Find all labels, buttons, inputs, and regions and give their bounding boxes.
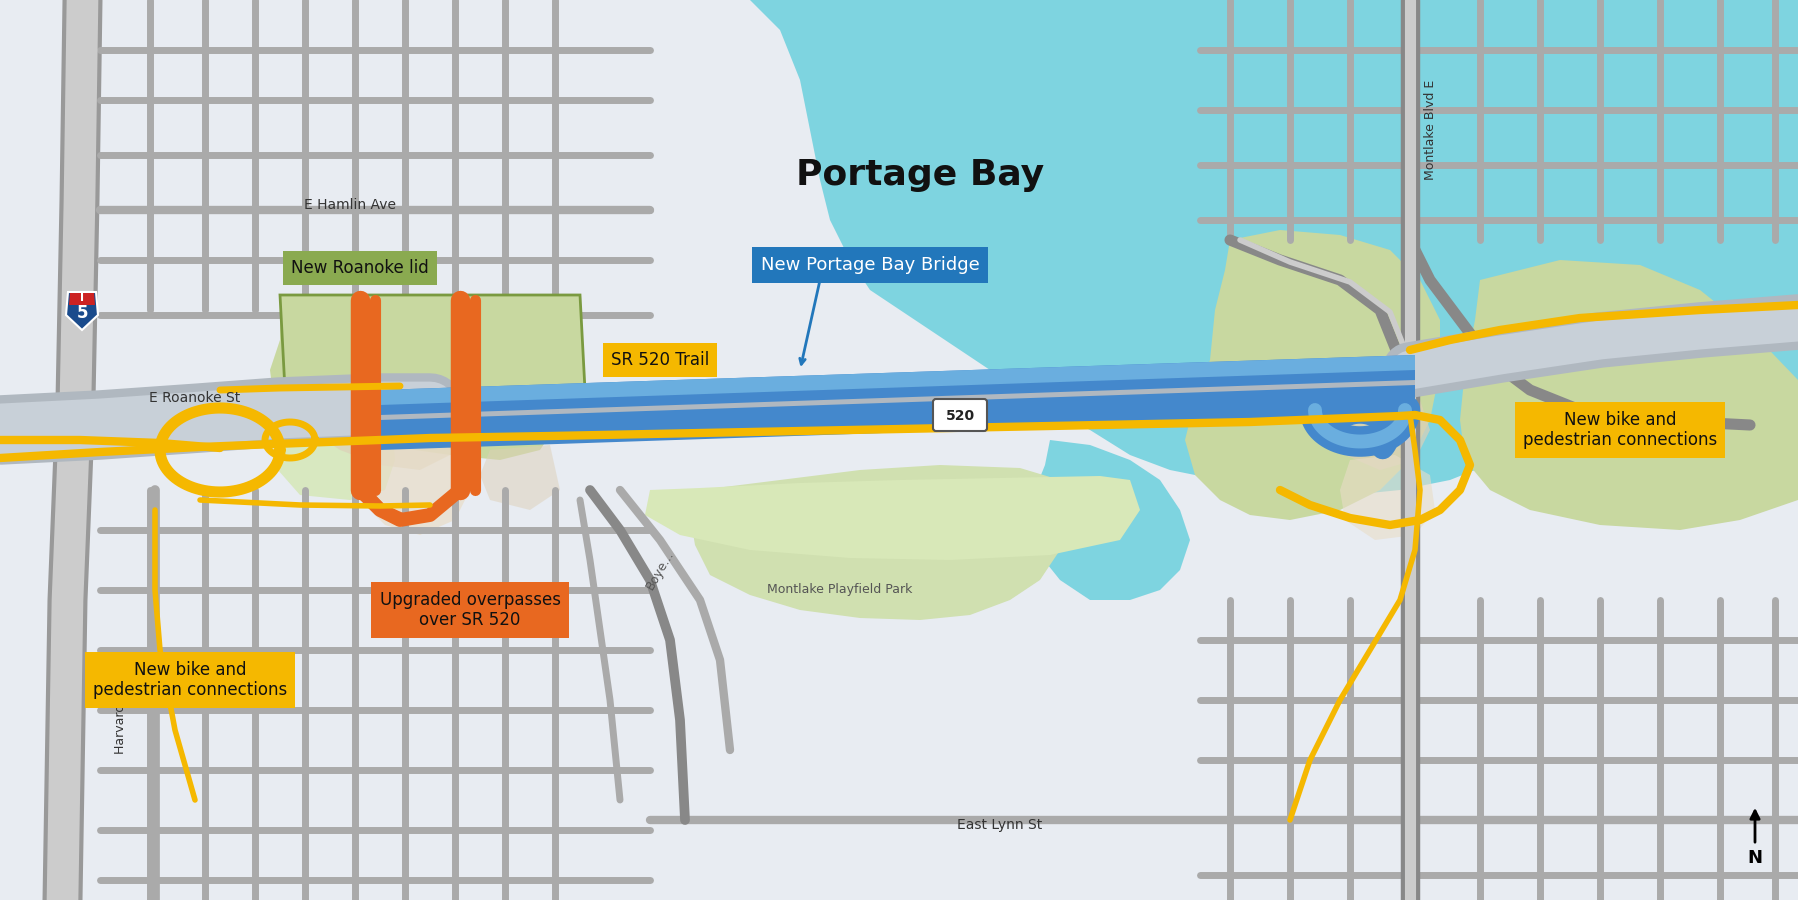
- Polygon shape: [358, 435, 469, 535]
- Text: SR 520 Trail: SR 520 Trail: [611, 351, 708, 369]
- Text: Boye...: Boye...: [644, 548, 676, 592]
- Text: East Lynn St: East Lynn St: [957, 818, 1043, 832]
- Text: New bike and
pedestrian connections: New bike and pedestrian connections: [1523, 410, 1717, 449]
- Text: I: I: [79, 293, 85, 303]
- Text: 520: 520: [946, 409, 975, 423]
- Text: 5: 5: [76, 304, 88, 322]
- Polygon shape: [1460, 260, 1798, 530]
- Text: Montlake Playfield Park: Montlake Playfield Park: [768, 583, 913, 597]
- Text: New Portage Bay Bridge: New Portage Bay Bridge: [761, 256, 980, 274]
- Polygon shape: [67, 292, 99, 330]
- Polygon shape: [1185, 230, 1440, 520]
- Polygon shape: [645, 476, 1140, 560]
- Polygon shape: [480, 445, 559, 510]
- Polygon shape: [306, 375, 460, 470]
- Text: New Roanoke lid: New Roanoke lid: [291, 259, 430, 277]
- Polygon shape: [279, 390, 396, 500]
- Text: Portage Bay: Portage Bay: [797, 158, 1045, 192]
- Text: Upgraded overpasses
over SR 520: Upgraded overpasses over SR 520: [379, 590, 561, 629]
- Polygon shape: [379, 355, 1415, 405]
- Text: New bike and
pedestrian connections: New bike and pedestrian connections: [93, 661, 288, 699]
- FancyBboxPatch shape: [933, 399, 987, 431]
- Polygon shape: [680, 0, 1798, 495]
- Polygon shape: [690, 465, 1070, 620]
- Polygon shape: [1030, 440, 1190, 600]
- Polygon shape: [1331, 385, 1429, 470]
- Polygon shape: [68, 293, 95, 305]
- Text: N: N: [1748, 849, 1762, 867]
- Text: E Roanoke St: E Roanoke St: [149, 391, 241, 405]
- Polygon shape: [379, 380, 1415, 420]
- Polygon shape: [270, 310, 559, 460]
- Text: Harvard Ave E: Harvard Ave E: [113, 665, 126, 754]
- Polygon shape: [1340, 455, 1435, 540]
- Text: Montlake Blvd E: Montlake Blvd E: [1424, 80, 1437, 180]
- Polygon shape: [280, 295, 584, 390]
- Polygon shape: [379, 355, 1415, 450]
- Text: E Hamlin Ave: E Hamlin Ave: [304, 198, 396, 212]
